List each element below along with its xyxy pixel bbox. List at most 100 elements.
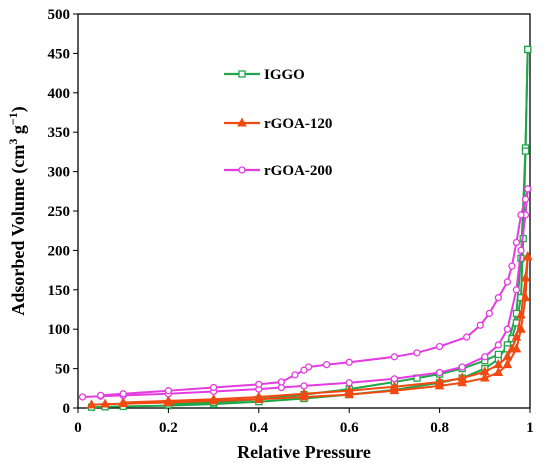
legend: IGGO rGOA-120 rGOA-200 xyxy=(224,67,332,179)
legend-label: rGOA-120 xyxy=(264,116,332,132)
y-tick-label: 150 xyxy=(48,283,71,299)
y-tick-label: 250 xyxy=(48,204,71,220)
adsorption-point xyxy=(479,372,490,382)
y-tick-label: 300 xyxy=(48,165,71,181)
desorption-point xyxy=(524,185,532,193)
desorption-point xyxy=(507,343,517,353)
desorption-point xyxy=(344,385,355,395)
y-tick-label: 50 xyxy=(55,362,70,378)
desorption-point xyxy=(253,391,264,401)
desorption-point xyxy=(516,309,526,319)
legend-item: IGGO xyxy=(224,67,305,83)
legend-swatch-marker xyxy=(238,166,246,174)
y-axis-title-end: ) xyxy=(8,106,29,112)
desorption-point xyxy=(463,333,471,341)
desorption-point xyxy=(413,349,421,357)
adsorption-line xyxy=(91,49,529,409)
y-tick-label: 0 xyxy=(63,401,71,417)
desorption-point xyxy=(291,371,299,379)
adsorption-point xyxy=(494,341,503,349)
desorption-point xyxy=(521,195,530,203)
desorption-point xyxy=(322,361,331,369)
x-tick-label: 0.6 xyxy=(340,420,359,436)
desorption-point xyxy=(503,278,512,286)
desorption-point xyxy=(300,366,308,374)
adsorption-point xyxy=(86,399,97,409)
desorption-point xyxy=(494,294,503,302)
legend-item: rGOA-200 xyxy=(224,163,332,179)
x-axis-title: Relative Pressure xyxy=(237,442,371,462)
y-tick-label: 450 xyxy=(48,46,71,62)
adsorption-point xyxy=(517,246,525,255)
adsorption-point xyxy=(520,292,531,302)
y-axis-title-mid: g xyxy=(8,125,28,139)
desorption-point xyxy=(390,353,399,361)
x-tick-label: 0.2 xyxy=(159,420,178,436)
series-iggo xyxy=(87,45,532,411)
desorption-point xyxy=(277,378,286,386)
adsorption-point xyxy=(502,359,513,369)
desorption-point xyxy=(524,45,532,54)
x-tick-label: 0.4 xyxy=(249,420,268,436)
desorption-point xyxy=(512,238,521,247)
series-rgoa-200 xyxy=(78,185,532,401)
adsorption-point xyxy=(458,363,466,371)
desorption-point xyxy=(493,359,504,369)
desorption-point xyxy=(457,372,468,382)
desorption-point xyxy=(521,147,530,155)
y-axis-ticks: 0 50 100 150 200 250 300 350 400 450 500 xyxy=(48,7,78,417)
desorption-point xyxy=(345,358,353,366)
y-tick-label: 400 xyxy=(48,86,71,102)
desorption-point xyxy=(255,380,263,389)
adsorption-point xyxy=(390,375,399,383)
adsorption-point xyxy=(100,398,110,408)
desorption-point xyxy=(522,251,533,261)
y-tick-label: 100 xyxy=(48,322,71,338)
x-axis-ticks: 0 0.2 0.4 0.6 0.8 1 xyxy=(74,408,534,436)
desorption-point xyxy=(520,272,531,282)
desorption-line xyxy=(168,49,529,406)
desorption-point xyxy=(434,376,445,386)
y-axis-title-sup2: −1 xyxy=(6,112,20,125)
legend-label: IGGO xyxy=(264,67,305,83)
desorption-line xyxy=(123,256,529,404)
x-tick-label: 0 xyxy=(74,420,82,436)
y-axis-title-main: Adsorbed Volume (cm xyxy=(8,145,29,316)
legend-swatch-marker xyxy=(237,117,247,127)
plot-area xyxy=(77,13,533,411)
adsorption-point xyxy=(78,393,87,401)
adsorption-point xyxy=(435,368,444,377)
desorption-point xyxy=(389,381,400,391)
desorption-point xyxy=(118,396,129,406)
desorption-line xyxy=(100,188,529,397)
adsorption-point xyxy=(481,353,489,361)
adsorption-point xyxy=(516,323,526,333)
desorption-point xyxy=(476,321,484,329)
desorption-point xyxy=(163,395,174,405)
desorption-point xyxy=(479,366,490,376)
series-rgoa-120 xyxy=(86,251,533,409)
desorption-point xyxy=(511,331,522,341)
legend-item: rGOA-120 xyxy=(224,116,332,132)
desorption-point xyxy=(299,388,309,398)
x-tick-label: 0.8 xyxy=(430,420,449,436)
adsorption-point xyxy=(493,366,504,377)
legend-label: rGOA-200 xyxy=(264,163,332,179)
desorption-point xyxy=(508,262,516,270)
desorption-point xyxy=(485,309,493,318)
desorption-point xyxy=(164,387,173,395)
desorption-point xyxy=(502,351,513,361)
desorption-point xyxy=(119,390,127,398)
adsorption-point xyxy=(300,382,308,390)
desorption-point xyxy=(208,393,219,403)
desorption-point xyxy=(494,350,503,359)
desorption-point xyxy=(517,211,525,219)
legend-swatch-marker xyxy=(238,70,246,78)
y-tick-label: 500 xyxy=(48,7,71,23)
y-axis-title: Adsorbed Volume (cm3 g−1) xyxy=(6,106,29,315)
desorption-point xyxy=(435,342,444,351)
adsorption-point xyxy=(512,286,521,294)
y-tick-label: 200 xyxy=(48,243,71,259)
y-axis-title-sup1: 3 xyxy=(6,139,20,145)
